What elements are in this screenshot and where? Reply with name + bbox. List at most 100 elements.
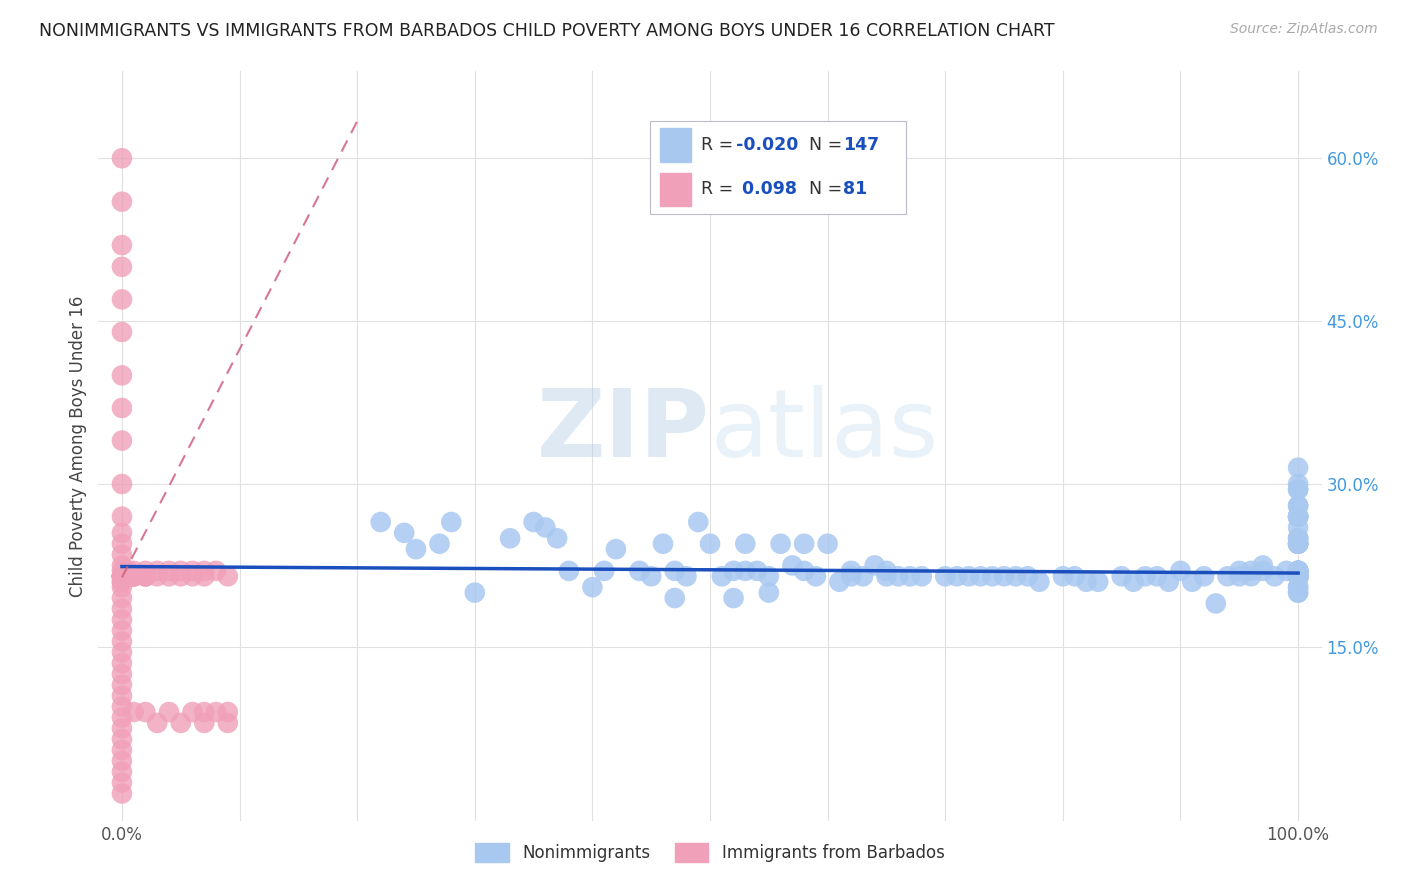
Point [1286,569,1309,583]
Point [1251,558,1274,573]
Point [804,569,827,583]
Text: NONIMMIGRANTS VS IMMIGRANTS FROM BARBADOS CHILD POVERTY AMONG BOYS UNDER 16 CORR: NONIMMIGRANTS VS IMMIGRANTS FROM BARBADO… [39,22,1054,40]
Point [1076,574,1098,589]
Point [1181,574,1204,589]
Point [157,564,180,578]
Point [111,569,134,583]
Point [111,293,134,307]
Point [111,238,134,252]
Point [1286,569,1309,583]
Point [405,542,427,557]
Point [1286,537,1309,551]
Point [558,564,581,578]
Point [1286,569,1309,583]
Point [193,564,215,578]
Point [1286,569,1309,583]
Point [1004,569,1026,583]
Point [640,569,662,583]
Point [1286,585,1309,599]
Point [1227,564,1250,578]
Point [1227,569,1250,583]
Point [1286,569,1309,583]
Text: N =: N = [808,136,848,154]
Point [593,564,616,578]
Text: N =: N = [808,180,853,198]
Text: ZIP: ZIP [537,385,710,477]
Point [499,531,522,545]
Point [688,515,710,529]
Point [122,569,145,583]
Point [111,509,134,524]
Point [957,569,980,583]
Point [1286,499,1309,513]
Point [1286,483,1309,497]
Point [117,564,139,578]
Point [1286,564,1309,578]
Text: 81: 81 [844,180,868,198]
Point [981,569,1004,583]
Point [392,525,415,540]
Point [1286,564,1309,578]
Point [111,569,134,583]
Point [111,477,134,491]
Point [1264,569,1286,583]
Point [134,705,156,719]
Point [1286,569,1309,583]
Point [1286,509,1309,524]
Point [117,569,139,583]
Point [1286,569,1309,583]
Point [828,574,851,589]
Point [111,624,134,638]
Point [1017,569,1039,583]
Point [523,515,546,529]
Point [1170,564,1192,578]
Point [134,569,156,583]
Point [1286,564,1309,578]
Point [1286,483,1309,497]
Point [1286,520,1309,534]
Point [1286,580,1309,594]
Point [1286,569,1309,583]
Point [1052,569,1074,583]
Text: Source: ZipAtlas.com: Source: ZipAtlas.com [1230,22,1378,37]
Point [758,585,780,599]
Point [934,569,956,583]
Point [111,689,134,703]
Point [111,613,134,627]
Point [1275,564,1298,578]
Point [1286,499,1309,513]
Point [111,591,134,605]
Point [782,558,804,573]
Point [1122,574,1144,589]
Point [170,715,193,730]
Point [111,569,134,583]
Point [1286,569,1309,583]
Point [111,569,134,583]
Point [1286,585,1309,599]
Point [111,194,134,209]
Text: R =: R = [702,136,738,154]
Point [863,558,886,573]
Point [111,699,134,714]
Point [111,787,134,801]
Point [1286,569,1309,583]
Point [1286,569,1309,583]
Point [1286,531,1309,545]
Point [758,569,780,583]
Point [1286,569,1309,583]
Point [1286,477,1309,491]
Point [652,537,675,551]
Point [1286,569,1309,583]
Point [111,722,134,736]
Point [793,564,815,578]
Point [111,569,134,583]
Point [111,569,134,583]
Point [1286,569,1309,583]
Point [1028,574,1050,589]
Point [1286,569,1309,583]
Point [969,569,991,583]
Point [1286,569,1309,583]
Point [134,569,156,583]
Point [122,705,145,719]
Text: R =: R = [702,180,744,198]
